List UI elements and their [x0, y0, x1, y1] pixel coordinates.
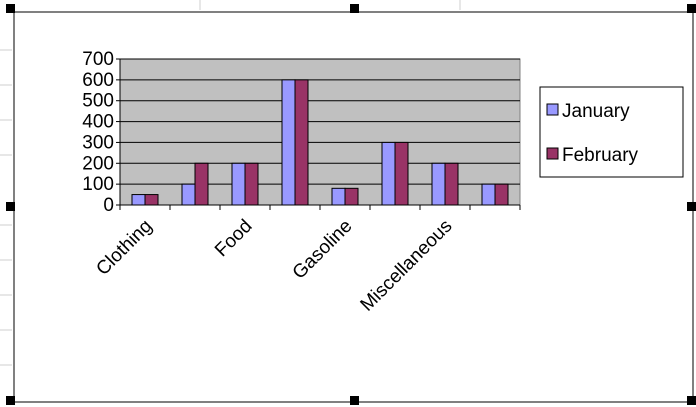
- y-tick-label: 500: [82, 91, 114, 112]
- bar-january[interactable]: [431, 162, 446, 206]
- selection-handle-top-center[interactable]: [350, 4, 359, 13]
- bar-february[interactable]: [344, 187, 359, 206]
- plot-area[interactable]: [119, 58, 521, 206]
- y-tick-label: 700: [82, 49, 114, 70]
- legend[interactable]: January February: [539, 86, 684, 178]
- bar-february[interactable]: [244, 162, 259, 206]
- y-tick-label: 600: [82, 70, 114, 91]
- bar-february[interactable]: [394, 141, 409, 206]
- bar-january[interactable]: [481, 183, 496, 206]
- bar-january[interactable]: [131, 194, 146, 206]
- selection-handles[interactable]: [6, 4, 696, 405]
- legend-label-january: January: [562, 101, 630, 122]
- selection-handle-top-left[interactable]: [6, 4, 15, 13]
- bar-january[interactable]: [331, 187, 346, 206]
- selection-handle-bottom-center[interactable]: [350, 396, 359, 405]
- y-tick-label: 300: [82, 132, 114, 153]
- bar-february[interactable]: [444, 162, 459, 206]
- legend-swatch-february: [546, 147, 559, 160]
- sheet-gridlines: [0, 0, 461, 366]
- legend-label-february: February: [562, 145, 639, 166]
- bar-january[interactable]: [381, 141, 396, 206]
- bar-february[interactable]: [194, 162, 209, 206]
- selection-handle-bottom-left[interactable]: [6, 396, 15, 405]
- selection-handle-bottom-right[interactable]: [687, 396, 696, 405]
- bar-january[interactable]: [231, 162, 246, 206]
- y-tick-label: 200: [82, 153, 114, 174]
- bar-february[interactable]: [294, 79, 309, 206]
- bar-january[interactable]: [281, 79, 296, 206]
- legend-box: [539, 86, 684, 178]
- selection-handle-top-right[interactable]: [687, 4, 696, 13]
- y-tick-label: 400: [82, 112, 114, 133]
- bar-february[interactable]: [144, 194, 159, 206]
- y-tick-label: 100: [82, 174, 114, 195]
- legend-swatch-january: [546, 103, 559, 116]
- bar-january[interactable]: [181, 183, 196, 206]
- y-tick-label: 0: [103, 195, 114, 216]
- selection-handle-middle-left[interactable]: [6, 202, 15, 211]
- axes: [116, 58, 521, 210]
- selection-handle-middle-right[interactable]: [687, 202, 696, 211]
- bar-february[interactable]: [494, 183, 509, 206]
